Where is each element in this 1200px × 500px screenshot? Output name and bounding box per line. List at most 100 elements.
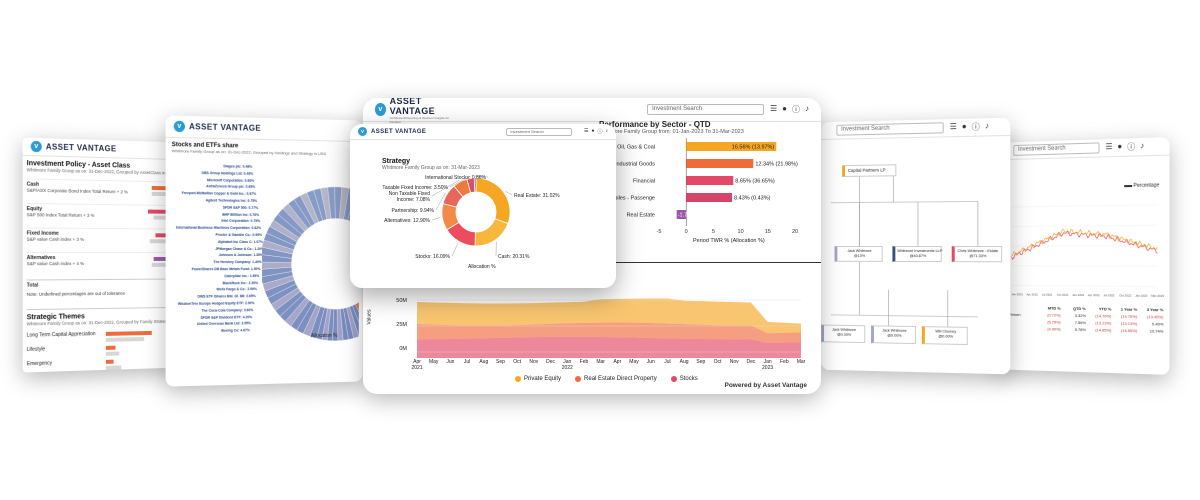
policy-row[interactable]: Fixed Income S&P value Cash index + 3 % [27,227,175,252]
policy-row-benchmark: S&P/ASX Corporate Bond Index Total Retur… [27,188,133,195]
strategy-card: v ASSET VANTAGE Investment Search ☰ ● ⓘ … [350,124,616,288]
sector-category-label: Financial [633,179,655,185]
theme-rows: Long Term Capital Appreciation Lifestyle E… [27,329,175,372]
sector-category-label: Real Estate [627,213,655,219]
logo-icon: v [358,127,367,136]
info-icon[interactable]: ⓘ [597,128,602,135]
org-child-node[interactable]: Will Clooney @0.00% [922,326,968,345]
location-icon[interactable]: ● [782,104,787,115]
area-legend-item[interactable]: Real Estate Direct Property [575,376,657,382]
org-node[interactable]: Jack Whitmore @13% [835,246,883,262]
org-child-node[interactable]: Jack Whitmore @0.00% [871,325,916,344]
area-x-tick: May [626,360,642,366]
bell-icon[interactable]: ♪ [606,128,609,135]
perf-x-tick: Jul 2022 [1103,293,1114,297]
stocks-etfs-card: v ASSET VANTAGE Stocks and ETFs share Wh… [166,115,363,386]
strategy-slice-label: Cash: 20.31% [498,254,530,260]
grid-icon[interactable]: ☰ [770,104,777,115]
area-y-tick: 50M [396,298,407,304]
bell-icon[interactable]: ♪ [805,104,809,115]
area-x-tick: Jun [442,360,458,366]
strategy-topbar: v ASSET VANTAGE Investment Search ☰ ● ⓘ … [350,124,616,140]
perf-col-header: 1 Year % [1115,306,1137,311]
brand-tagline: Architected Reporting & Decision Insight… [390,116,455,124]
area-legend-item[interactable]: Private Equity [515,376,561,382]
strategy-donut-chart: Real Estate: 31.02%Cash: 20.31%Stocks: 1… [350,164,616,274]
policy-row-benchmark: S&P value Cash index + 3 % [27,237,133,242]
perf-x-tick: Apr 2021 [1026,292,1038,296]
policy-row[interactable]: Equity S&P 500 Index Total Return + 3 % [27,203,175,229]
area-legend-item[interactable]: Stocks [671,376,698,382]
strategy-slice-label: Taxable Fixed Income: 3.50% [382,185,448,191]
stocks-donut-chart [262,168,359,358]
area-x-tick: Jun [643,360,659,366]
marketing-collage: v ASSET VANTAGE Investment Policy - Asse… [0,0,1200,500]
perf-x-tick: Jan 2023 [1135,294,1147,298]
org-root-node[interactable]: Capital Partners LP [842,164,896,177]
logo-icon: v [174,121,185,132]
perf-x-tick: Jul 2021 [1042,293,1053,297]
legend-label: Stocks [680,376,698,382]
search-input[interactable]: Investment Search [1013,142,1099,155]
perf-x-tick: Jan 2021 [1011,292,1023,296]
perf-topbar: Investment Search ☰ ● ⓘ ♪ [995,137,1170,160]
grid-icon[interactable]: ☰ [584,128,588,135]
policy-row[interactable]: Alternatives S&P value Cash index + 4 % [27,252,175,277]
theme-actual-bar [106,337,144,342]
perf-cell: (4.90%) [1040,326,1061,331]
search-input[interactable]: Investment Search [506,128,572,136]
grid-icon[interactable]: ☰ [1105,142,1112,153]
org-node[interactable]: Chris Whitmore - Estate @71.33% [952,246,1002,262]
logo-icon: v [375,103,386,116]
sector-tick-label: 5 [712,229,715,235]
theme-actual-bar [106,352,120,356]
perf-cell: 3.32% [1065,313,1086,318]
org-node[interactable]: Whitmore Investments LLP @40.87% [892,246,941,262]
area-x-tick: Aug [476,360,492,366]
theme-label: Long Term Capital Appreciation [27,329,175,338]
stock-label: Boeing Co: 4.67% [170,327,264,335]
theme-target-bar [106,346,116,350]
legend-label: Real Estate Direct Property [584,376,657,382]
policy-row[interactable]: Cash S&P/ASX Corporate Bond Index Total R… [27,178,175,205]
toolbar-icons: ☰ ● ⓘ ♪ [770,104,809,115]
perf-col-header: YTD % [1090,306,1112,311]
perf-table-row[interactable]: (4.90%) 5.78% (14.85%) (14.85%) 10.74% [1000,325,1163,333]
policy-rows: Cash S&P/ASX Corporate Bond Index Total R… [27,178,175,276]
strategy-slice-label: Income: 7.08% [397,197,431,203]
sector-xlabel: Period TWR % (Allocation %) [693,238,765,244]
theme-target-bar [106,360,114,364]
perf-x-tick: Oct 2022 [1119,293,1131,297]
location-icon[interactable]: ● [1117,142,1122,153]
main-topbar: v ASSET VANTAGE Architected Reporting & … [363,98,821,122]
sector-value-label: 16.56% (13.97%) [732,145,775,151]
toolbar-icons: ☰ ● ⓘ ♪ [1105,141,1144,153]
area-stocks [417,337,801,358]
sector-subtitle: Whitmore Family Group from: 01-Jan-2023 … [599,129,744,135]
info-icon[interactable]: ⓘ [792,104,800,115]
sector-tick-label: 20 [792,229,798,235]
sector-bar-chart: -5 0 5 10 15 20Oil, Gas & Coal 16.56% (13.97%)… [599,136,809,246]
legend-dot-icon [515,376,521,382]
sector-value-label: 8.65% (36.65%) [735,179,775,185]
bell-icon[interactable]: ♪ [1140,141,1144,152]
org-root-label: Capital Partners LP [848,167,886,173]
strategy-slice-label: Alternatives: 12.90% [384,218,430,224]
sector-tick-label: 10 [738,229,744,235]
logo-icon: v [31,141,42,153]
logo: v ASSET VANTAGE [174,121,261,134]
investment-policy-card: v ASSET VANTAGE Investment Policy - Asse… [23,137,178,372]
location-icon[interactable]: ● [591,128,594,135]
sector-bar [686,159,753,168]
info-icon[interactable]: ⓘ [1127,141,1135,152]
area-x-tick: Mar [793,360,809,366]
brand-name: ASSET VANTAGE [46,142,117,153]
sector-bar [686,176,733,185]
sector-tick-label: 15 [765,229,771,235]
logo: v ASSET VANTAGE [358,127,426,136]
perf-col-header: 3 Year % [1141,307,1163,312]
powered-by: Powered by Asset Vantage [725,382,808,389]
org-child-node[interactable]: Jack Whitmore @0.00% [821,325,865,344]
search-input[interactable]: Investment Search [647,104,764,115]
perf-cell: (14.85%) [1090,327,1112,332]
